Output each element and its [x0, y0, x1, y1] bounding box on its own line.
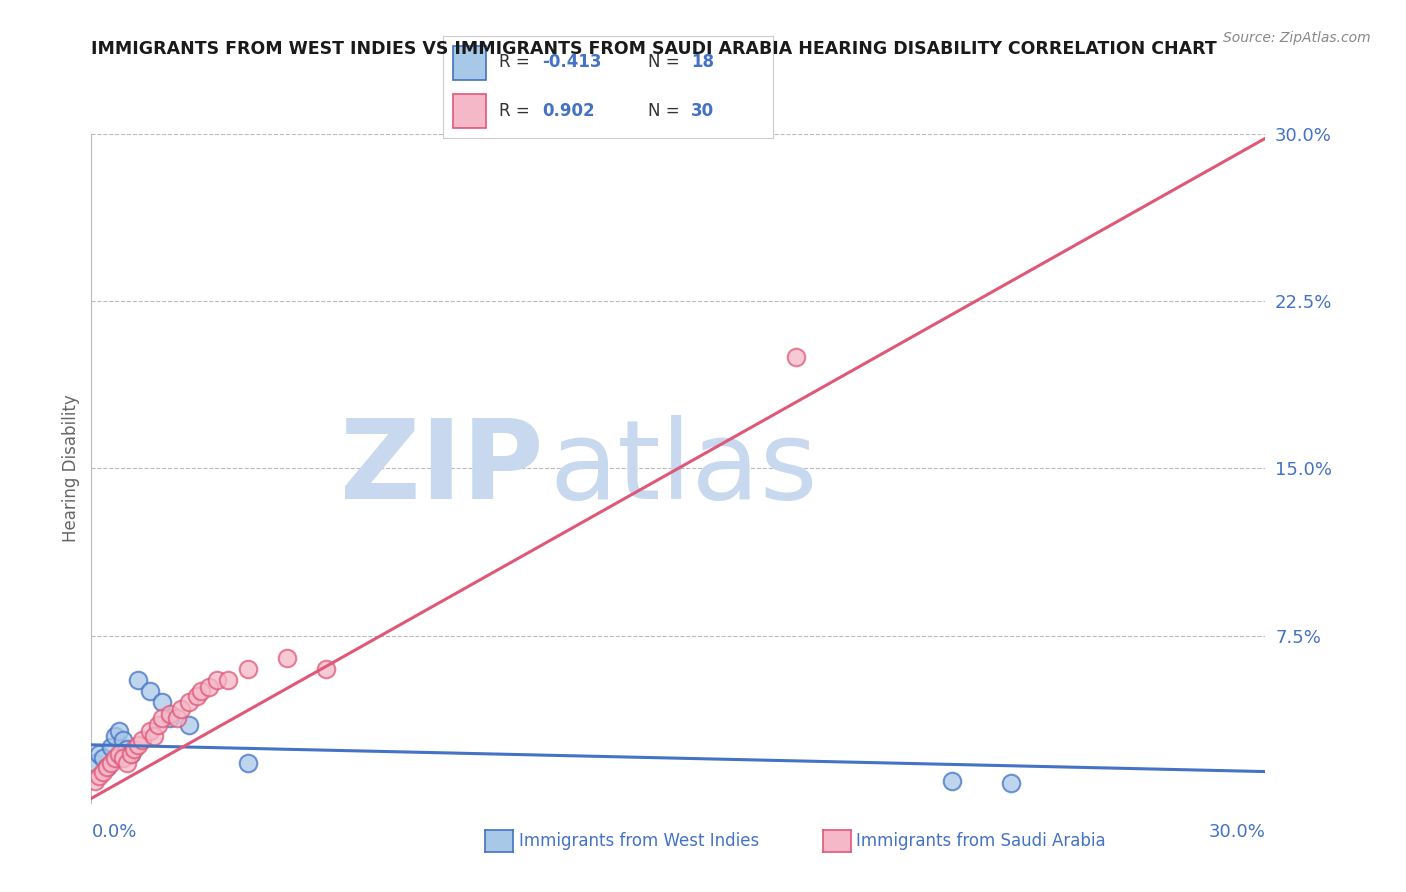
- Point: [236, 756, 259, 770]
- Point: [236, 662, 259, 676]
- Text: Immigrants from Saudi Arabia: Immigrants from Saudi Arabia: [856, 832, 1107, 850]
- Point: [100, 740, 122, 755]
- Point: [104, 729, 127, 743]
- Point: [107, 747, 129, 761]
- Point: [91, 751, 114, 765]
- Point: [84, 756, 107, 770]
- Text: 30.0%: 30.0%: [1209, 822, 1265, 841]
- Point: [179, 696, 201, 710]
- Point: [217, 673, 239, 688]
- Point: [84, 773, 107, 788]
- Point: [941, 773, 963, 788]
- Text: atlas: atlas: [550, 415, 818, 522]
- Text: R =: R =: [499, 54, 536, 71]
- Point: [96, 760, 118, 774]
- Point: [166, 711, 188, 725]
- Point: [104, 751, 127, 765]
- Point: [159, 711, 181, 725]
- Point: [124, 742, 146, 756]
- Point: [111, 751, 134, 765]
- Point: [190, 684, 212, 698]
- Point: [89, 747, 111, 761]
- Point: [150, 696, 173, 710]
- Point: [159, 706, 181, 721]
- Point: [100, 756, 122, 770]
- Point: [143, 729, 166, 743]
- FancyBboxPatch shape: [453, 95, 486, 128]
- Text: N =: N =: [648, 54, 685, 71]
- Text: 30: 30: [690, 102, 714, 120]
- Point: [170, 702, 193, 716]
- Point: [276, 651, 298, 665]
- Text: 0.902: 0.902: [543, 102, 595, 120]
- Text: N =: N =: [648, 102, 685, 120]
- Point: [785, 350, 807, 364]
- Y-axis label: Hearing Disability: Hearing Disability: [62, 394, 80, 542]
- Point: [139, 724, 162, 739]
- Point: [91, 764, 114, 779]
- Point: [146, 717, 169, 731]
- Point: [131, 733, 153, 747]
- Point: [127, 738, 149, 752]
- Point: [107, 724, 129, 739]
- Point: [96, 760, 118, 774]
- Text: 18: 18: [690, 54, 714, 71]
- Text: 0.0%: 0.0%: [91, 822, 136, 841]
- Text: Source: ZipAtlas.com: Source: ZipAtlas.com: [1223, 31, 1371, 45]
- Point: [127, 673, 149, 688]
- Point: [115, 742, 138, 756]
- Point: [139, 684, 162, 698]
- Point: [205, 673, 228, 688]
- Point: [186, 689, 208, 703]
- Text: -0.413: -0.413: [543, 54, 602, 71]
- Point: [1000, 775, 1022, 790]
- Point: [89, 769, 111, 783]
- Point: [120, 747, 142, 761]
- Text: ZIP: ZIP: [340, 415, 543, 522]
- Point: [315, 662, 337, 676]
- Point: [197, 680, 219, 694]
- Text: Immigrants from West Indies: Immigrants from West Indies: [519, 832, 759, 850]
- Point: [120, 747, 142, 761]
- Point: [111, 733, 134, 747]
- FancyBboxPatch shape: [453, 46, 486, 79]
- Text: IMMIGRANTS FROM WEST INDIES VS IMMIGRANTS FROM SAUDI ARABIA HEARING DISABILITY C: IMMIGRANTS FROM WEST INDIES VS IMMIGRANT…: [91, 40, 1218, 58]
- Point: [115, 756, 138, 770]
- Point: [150, 711, 173, 725]
- Point: [179, 717, 201, 731]
- Text: R =: R =: [499, 102, 536, 120]
